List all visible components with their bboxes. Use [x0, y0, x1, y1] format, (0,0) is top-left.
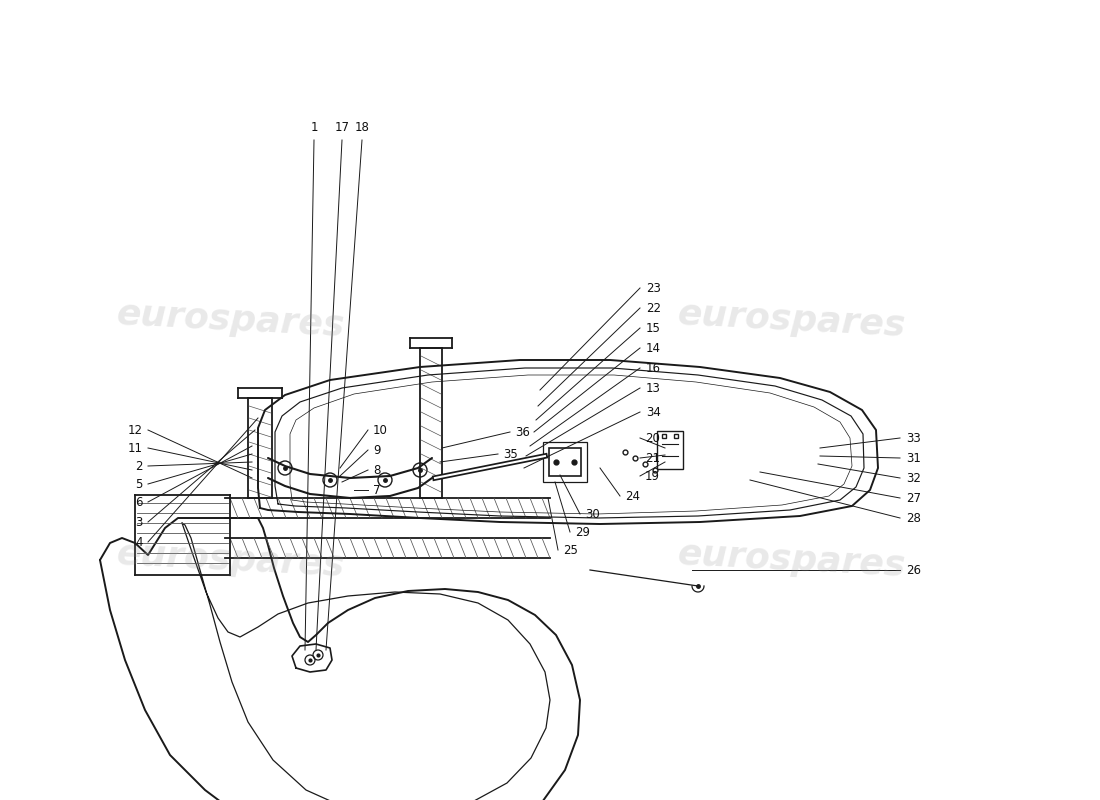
Text: 13: 13	[646, 382, 661, 394]
Text: 26: 26	[906, 563, 921, 577]
Text: 10: 10	[373, 423, 388, 437]
Bar	[543, 442, 587, 482]
Bar	[549, 448, 581, 476]
Text: 24: 24	[625, 490, 640, 502]
Text: 23: 23	[646, 282, 661, 294]
Text: eurospares: eurospares	[676, 297, 908, 343]
Text: 30: 30	[585, 507, 600, 521]
Text: 15: 15	[646, 322, 661, 334]
Text: 33: 33	[906, 431, 921, 445]
Bar	[657, 431, 683, 469]
Text: 11: 11	[128, 442, 143, 454]
Text: 2: 2	[135, 459, 143, 473]
Text: 18: 18	[354, 121, 370, 134]
Text: 32: 32	[906, 471, 921, 485]
Text: 6: 6	[135, 495, 143, 509]
Text: 3: 3	[135, 515, 143, 529]
Text: 14: 14	[646, 342, 661, 354]
Text: 8: 8	[373, 463, 381, 477]
Text: 9: 9	[373, 443, 381, 457]
Text: eurospares: eurospares	[676, 537, 908, 583]
Text: 21: 21	[645, 451, 660, 465]
Text: 20: 20	[645, 431, 660, 445]
Text: 17: 17	[334, 121, 350, 134]
Text: 28: 28	[906, 511, 921, 525]
Text: 5: 5	[135, 478, 143, 490]
Text: 12: 12	[128, 423, 143, 437]
Text: 19: 19	[645, 470, 660, 482]
Text: 25: 25	[563, 543, 578, 557]
Text: eurospares: eurospares	[116, 297, 346, 343]
Text: 16: 16	[646, 362, 661, 374]
Text: 36: 36	[515, 426, 530, 438]
Text: 1: 1	[310, 121, 318, 134]
Text: 7: 7	[373, 483, 381, 497]
Text: 27: 27	[906, 491, 921, 505]
Text: eurospares: eurospares	[116, 537, 346, 583]
Text: 29: 29	[575, 526, 590, 538]
Text: 4: 4	[135, 535, 143, 549]
Text: 22: 22	[646, 302, 661, 314]
Text: 35: 35	[503, 447, 518, 461]
Text: 31: 31	[906, 451, 921, 465]
Text: 34: 34	[646, 406, 661, 418]
